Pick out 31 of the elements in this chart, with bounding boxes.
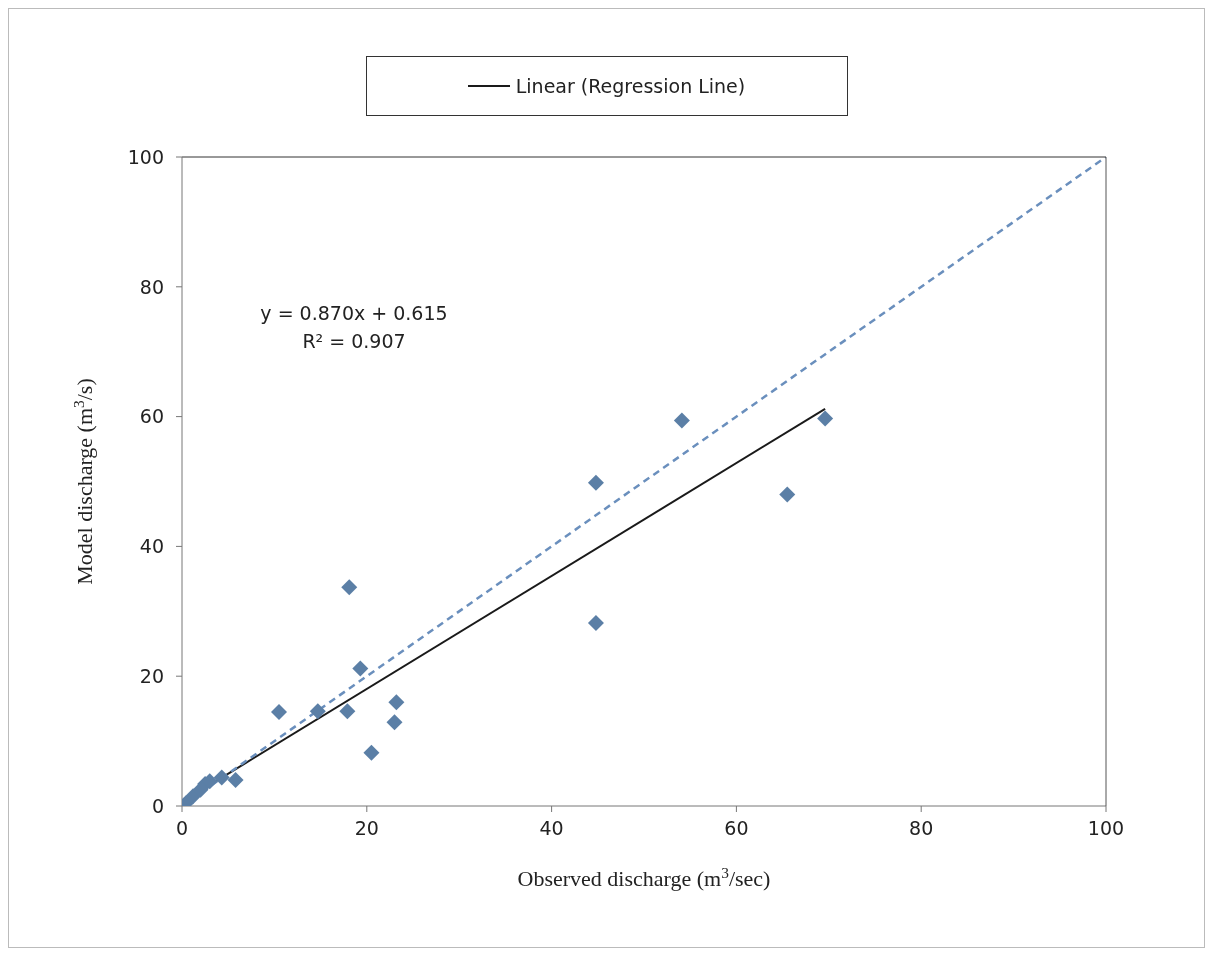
y-tick-label: 60 <box>139 405 164 428</box>
x-tick-label: 80 <box>909 817 934 840</box>
y-tick-label: 40 <box>139 535 164 558</box>
point <box>817 410 834 427</box>
point <box>309 703 326 720</box>
x-axis-title: Observed discharge (m$^{3}$/sec) <box>517 863 771 891</box>
x-tick-label: 0 <box>175 817 189 840</box>
point <box>271 703 288 720</box>
point <box>227 772 244 789</box>
point <box>363 744 380 761</box>
x-tick-label: 40 <box>539 817 564 840</box>
annotation: y = 0.870x + 0.615 <box>259 301 449 326</box>
point <box>352 660 369 677</box>
legend-label: Linear (Regression Line) <box>515 75 746 97</box>
point <box>213 769 230 786</box>
point <box>779 486 796 503</box>
y-tick-label: 100 <box>127 145 164 168</box>
x-tick-label: 20 <box>354 817 379 840</box>
point <box>339 703 356 720</box>
y-tick-label: 80 <box>139 275 164 298</box>
point <box>587 614 604 631</box>
x-tick-label: 60 <box>724 817 749 840</box>
annotation: R² = 0.907 <box>301 329 407 354</box>
point <box>673 412 690 429</box>
x-tick-label: 100 <box>1087 817 1125 840</box>
y-tick-label: 20 <box>139 664 164 687</box>
point <box>386 714 403 731</box>
y-tick-label: 0 <box>151 794 164 817</box>
point <box>587 474 604 491</box>
point <box>388 694 405 711</box>
point <box>341 579 358 596</box>
